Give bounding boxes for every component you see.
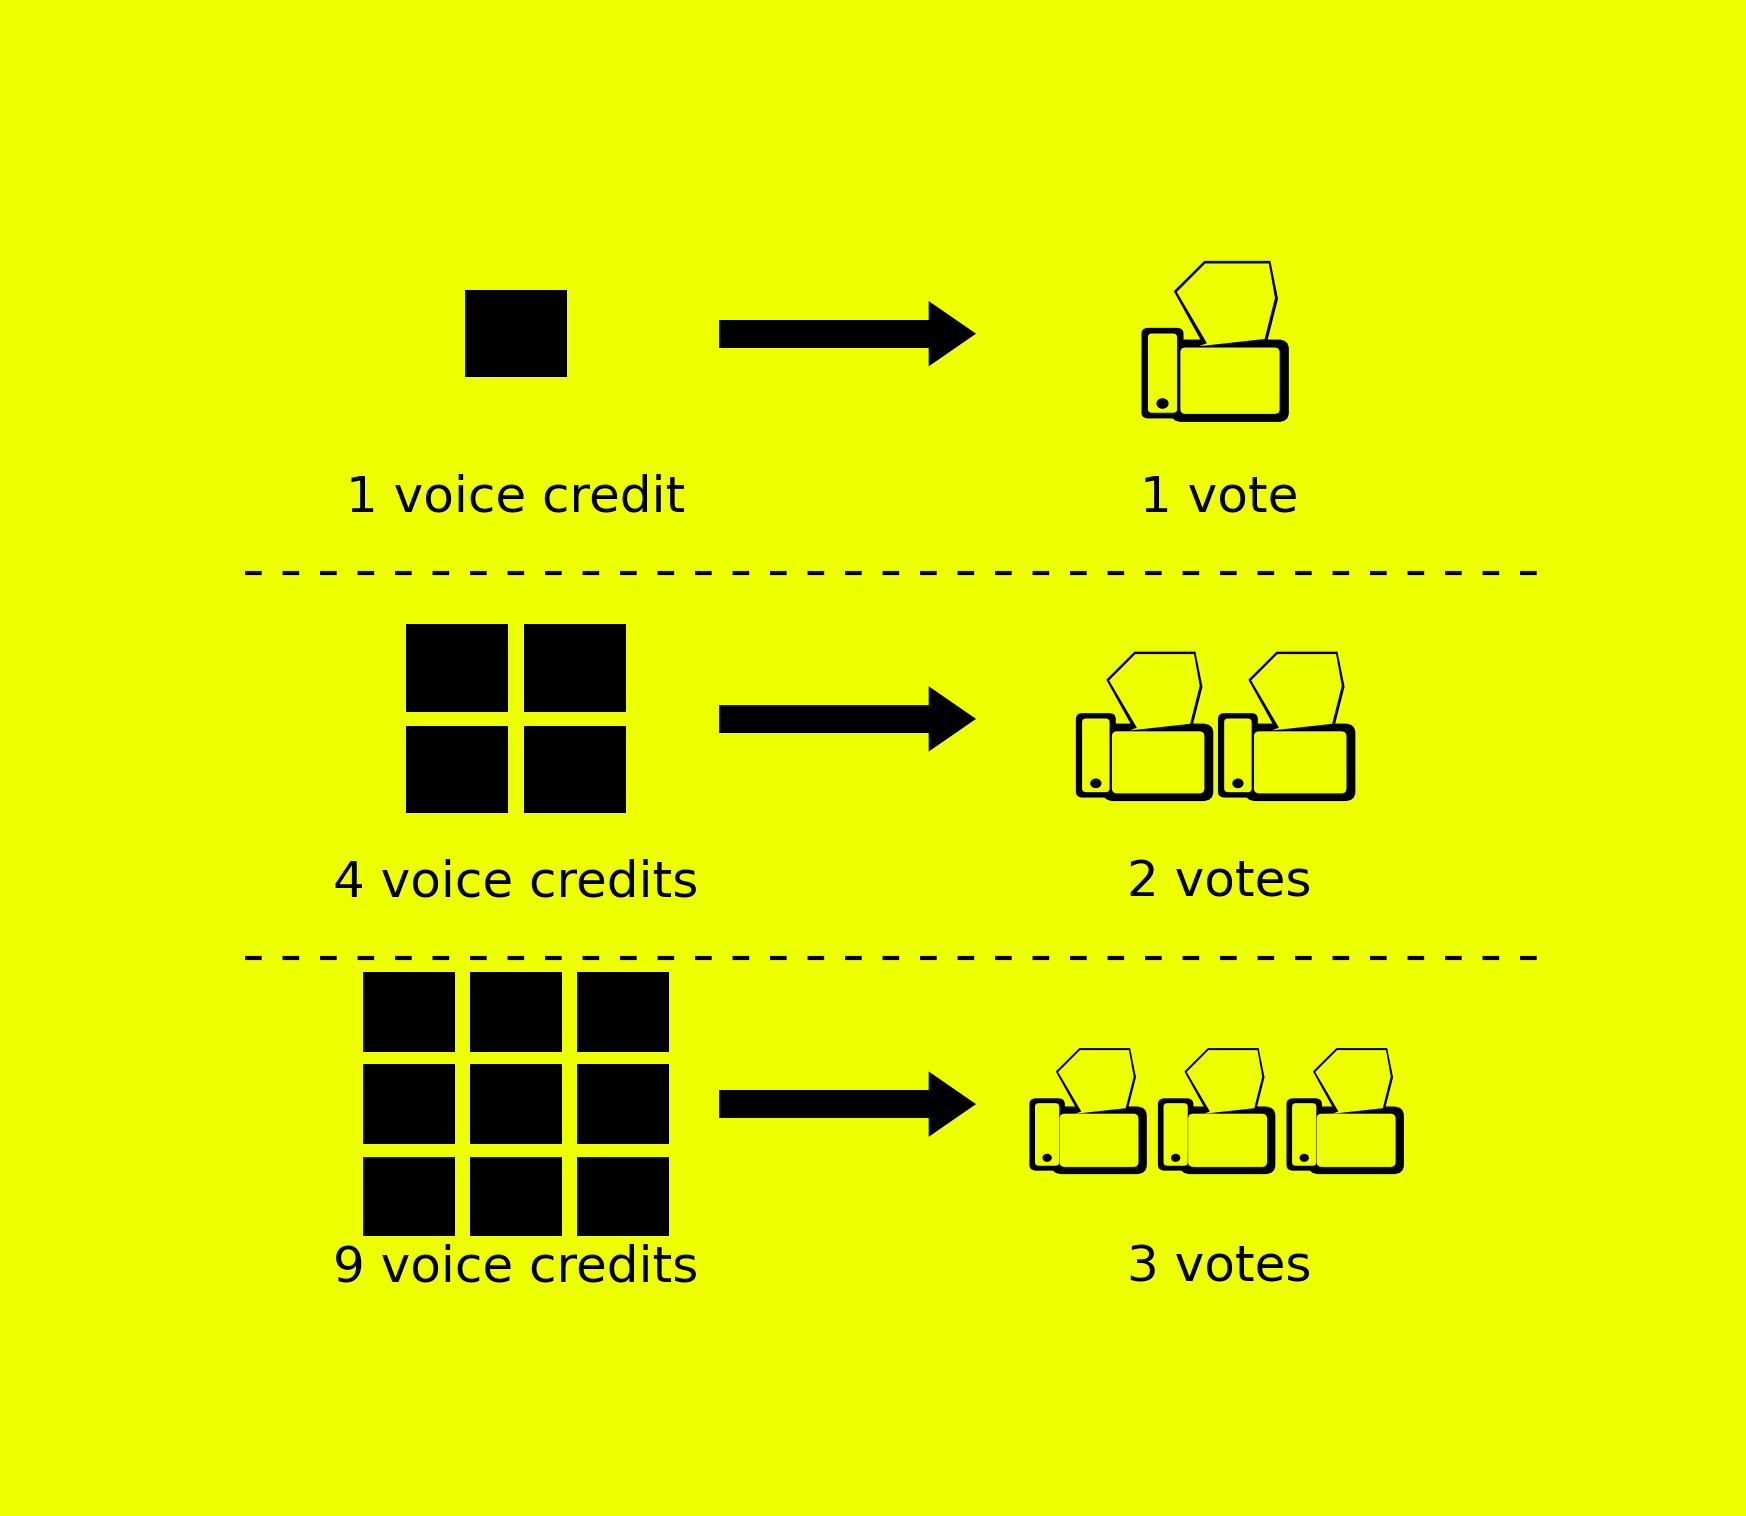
FancyBboxPatch shape xyxy=(1254,731,1346,793)
FancyBboxPatch shape xyxy=(1060,1114,1138,1167)
Circle shape xyxy=(1156,399,1168,409)
Polygon shape xyxy=(1184,1048,1264,1116)
FancyBboxPatch shape xyxy=(1180,1107,1275,1173)
Polygon shape xyxy=(1173,261,1278,349)
FancyBboxPatch shape xyxy=(1030,1098,1065,1170)
FancyBboxPatch shape xyxy=(1187,1114,1268,1167)
FancyBboxPatch shape xyxy=(1112,731,1205,793)
FancyBboxPatch shape xyxy=(1142,327,1184,418)
Circle shape xyxy=(1172,1154,1180,1161)
Polygon shape xyxy=(719,320,929,347)
Text: 3 votes: 3 votes xyxy=(1128,1243,1311,1292)
Polygon shape xyxy=(929,687,976,752)
Polygon shape xyxy=(1187,1051,1262,1114)
Polygon shape xyxy=(1177,264,1275,346)
Circle shape xyxy=(1299,1154,1310,1161)
Text: 9 voice credits: 9 voice credits xyxy=(333,1243,698,1292)
FancyBboxPatch shape xyxy=(1316,1114,1395,1167)
Bar xyxy=(407,726,508,814)
FancyBboxPatch shape xyxy=(1224,719,1252,793)
Bar xyxy=(470,1064,562,1143)
Text: 4 voice credits: 4 voice credits xyxy=(333,858,698,907)
Polygon shape xyxy=(1056,1048,1137,1116)
Polygon shape xyxy=(1058,1051,1133,1114)
FancyBboxPatch shape xyxy=(1163,1104,1187,1166)
Bar xyxy=(576,972,669,1052)
Bar xyxy=(363,1064,456,1143)
Polygon shape xyxy=(1107,652,1203,732)
Polygon shape xyxy=(719,705,929,732)
Bar xyxy=(363,1157,456,1236)
Polygon shape xyxy=(1315,1051,1392,1114)
FancyBboxPatch shape xyxy=(1158,1098,1193,1170)
Bar xyxy=(524,726,625,814)
Polygon shape xyxy=(929,302,976,367)
Bar xyxy=(576,1157,669,1236)
FancyBboxPatch shape xyxy=(1245,723,1355,800)
Text: 1 voice credit: 1 voice credit xyxy=(346,473,686,522)
Bar xyxy=(363,972,456,1052)
Bar xyxy=(524,625,625,713)
Bar xyxy=(470,972,562,1052)
Text: 1 vote: 1 vote xyxy=(1140,473,1299,522)
Bar xyxy=(470,1157,562,1236)
FancyBboxPatch shape xyxy=(1292,1104,1316,1166)
Bar xyxy=(407,625,508,713)
Polygon shape xyxy=(1109,653,1200,731)
FancyBboxPatch shape xyxy=(1076,713,1116,797)
Circle shape xyxy=(1233,778,1243,788)
Text: 2 votes: 2 votes xyxy=(1128,858,1311,907)
Bar xyxy=(464,290,567,377)
FancyBboxPatch shape xyxy=(1287,1098,1322,1170)
FancyBboxPatch shape xyxy=(1172,340,1289,421)
FancyBboxPatch shape xyxy=(1219,713,1257,797)
Polygon shape xyxy=(719,1090,929,1119)
FancyBboxPatch shape xyxy=(1035,1104,1060,1166)
FancyBboxPatch shape xyxy=(1180,347,1280,414)
FancyBboxPatch shape xyxy=(1147,334,1177,412)
Polygon shape xyxy=(1252,653,1341,731)
FancyBboxPatch shape xyxy=(1083,719,1109,793)
Circle shape xyxy=(1090,778,1102,788)
Bar xyxy=(576,1064,669,1143)
Polygon shape xyxy=(1313,1048,1393,1116)
FancyBboxPatch shape xyxy=(1103,723,1213,800)
Polygon shape xyxy=(929,1072,976,1137)
Circle shape xyxy=(1042,1154,1051,1161)
FancyBboxPatch shape xyxy=(1051,1107,1147,1173)
Polygon shape xyxy=(1248,652,1344,732)
FancyBboxPatch shape xyxy=(1308,1107,1404,1173)
